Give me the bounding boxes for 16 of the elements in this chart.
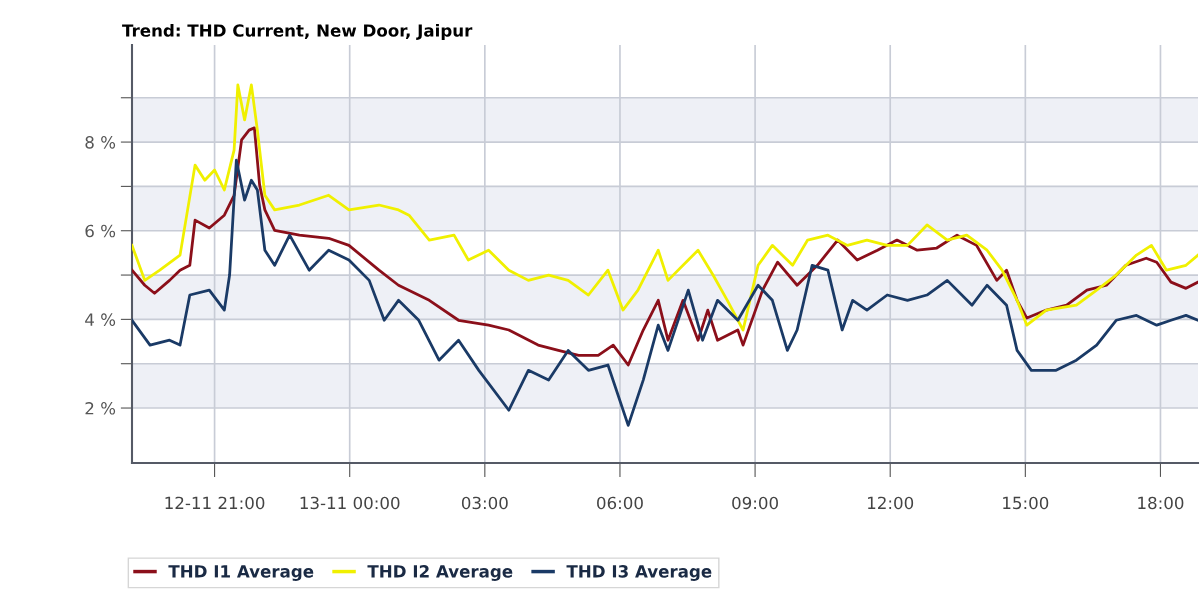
y-tick-label: 6 % <box>85 224 116 238</box>
x-tick-label: 12:00 <box>868 496 914 510</box>
x-tick-label: 18:00 <box>1138 496 1184 510</box>
y-tick-label: 4 % <box>85 313 116 326</box>
y-tick-label: 2 % <box>85 402 116 415</box>
x-tick-label: 06:00 <box>597 496 643 510</box>
x-tick-label: 03:00 <box>461 496 508 510</box>
chart-title: Trend: THD Current, New Door, Jaipur <box>122 23 473 41</box>
legend-label: THD I2 Average <box>367 565 513 581</box>
x-tick-label: 15:00 <box>1003 496 1049 510</box>
legend-label: THD I1 Average <box>168 565 314 581</box>
x-tick-label: 09:00 <box>732 496 778 510</box>
y-tick-label: 8 % <box>85 136 116 149</box>
x-tick-label: 13-11 00:00 <box>300 496 400 510</box>
legend-label: THD I3 Average <box>566 565 712 581</box>
x-tick-label: 12-11 21:00 <box>165 496 265 510</box>
